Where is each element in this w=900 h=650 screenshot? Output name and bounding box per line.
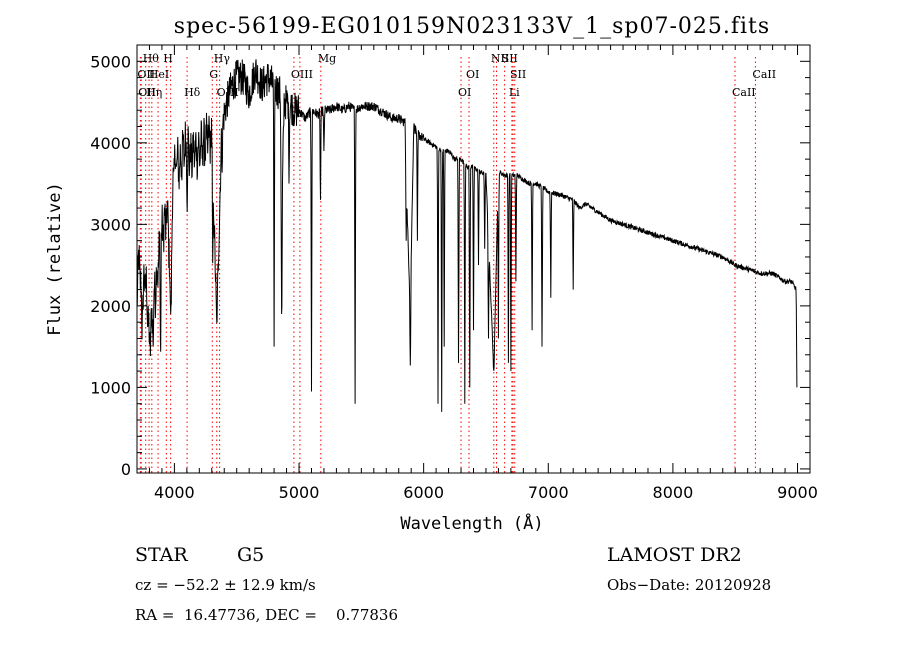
line-marker-label: OI <box>458 86 471 99</box>
line-marker-label: Mg <box>318 52 336 65</box>
chart-title: spec-56199-EG010159N023133V_1_sp07-025.f… <box>174 14 770 39</box>
line-marker-label: OI <box>466 68 479 81</box>
line-marker-label: H <box>163 52 173 65</box>
line-marker-label: Hδ <box>184 86 201 99</box>
line-marker-label: OII <box>138 86 156 99</box>
y-tick-label: 5000 <box>90 52 131 71</box>
line-marker-label: OIII <box>291 68 313 81</box>
line-marker-label: Hθ <box>143 52 160 65</box>
line-marker-label: SII <box>502 52 518 65</box>
y-tick-label: 4000 <box>90 134 131 153</box>
x-tick-label: 4000 <box>154 483 195 502</box>
y-tick-label: 2000 <box>90 297 131 316</box>
spectral-subclass: G5 <box>237 544 264 566</box>
x-tick-label: 8000 <box>653 483 694 502</box>
line-marker-label: NII <box>491 52 509 65</box>
y-tick-label: 3000 <box>90 215 131 234</box>
obs-date: Obs−Date: 20120928 <box>607 576 771 594</box>
x-tick-label: 7000 <box>528 483 569 502</box>
survey-name: LAMOST DR2 <box>607 544 742 566</box>
x-axis-label: Wavelength (Å) <box>400 512 543 534</box>
y-axis: 0 1000 2000 3000 4000 5000 <box>90 44 810 479</box>
y-tick-label: 1000 <box>90 378 131 397</box>
object-class: STAR <box>135 544 188 566</box>
line-marker-label: CaII <box>752 68 776 81</box>
line-marker-label: G <box>209 68 218 81</box>
line-marker-label: Li <box>509 86 520 99</box>
redshift-line: cz = −52.2 ± 12.9 km/s <box>135 576 316 594</box>
y-tick-label: 0 <box>121 460 131 479</box>
line-markers <box>139 57 756 473</box>
x-tick-label: 5000 <box>279 483 320 502</box>
spectrum-line <box>136 59 798 412</box>
line-marker-label: Hη <box>146 86 162 99</box>
line-marker-label: CaII <box>732 86 756 99</box>
x-axis: 4000 5000 6000 7000 8000 9000 <box>136 45 818 502</box>
y-axis-label: Flux (relative) <box>45 182 65 336</box>
x-tick-label: 9000 <box>777 483 818 502</box>
x-tick-label: 6000 <box>403 483 444 502</box>
line-marker-label: Hγ <box>214 52 231 65</box>
line-marker-label: SII <box>510 68 526 81</box>
line-marker-label: HeI <box>149 68 169 81</box>
coordinates: RA = 16.47736, DEC = 0.77836 <box>135 606 398 624</box>
